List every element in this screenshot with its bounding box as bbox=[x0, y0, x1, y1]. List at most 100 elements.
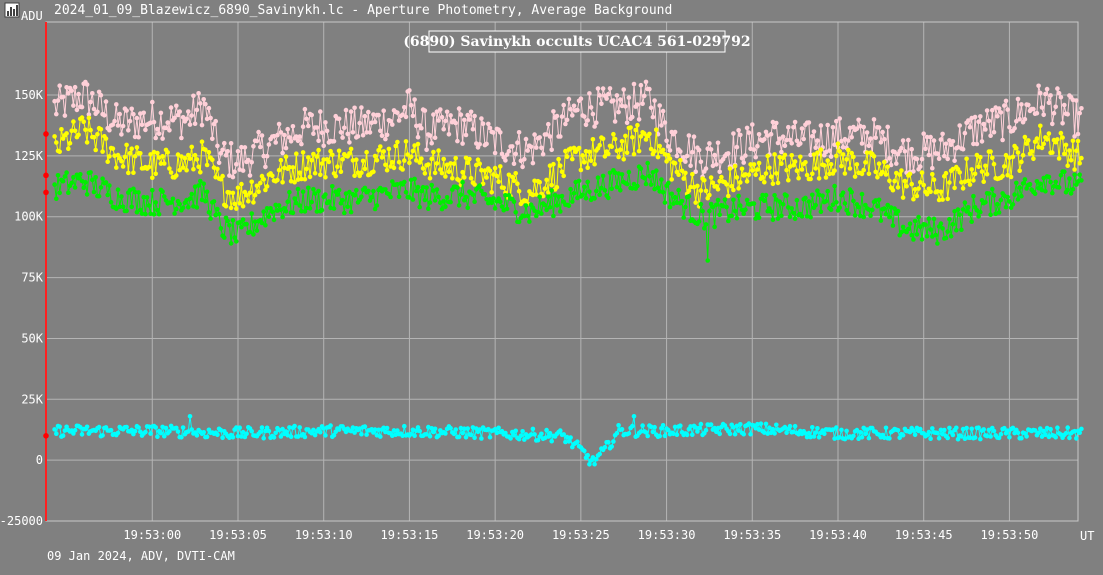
data-point bbox=[537, 194, 542, 200]
data-point bbox=[395, 110, 400, 115]
y-tick-label: -25000 bbox=[0, 514, 43, 528]
data-point bbox=[933, 232, 938, 238]
data-point bbox=[1070, 97, 1076, 103]
data-point bbox=[1017, 116, 1022, 122]
data-point bbox=[359, 170, 364, 176]
data-point bbox=[256, 189, 261, 195]
data-point bbox=[638, 134, 644, 139]
data-point bbox=[743, 207, 748, 212]
data-point bbox=[1053, 179, 1058, 185]
data-point bbox=[489, 190, 495, 195]
data-point bbox=[967, 211, 973, 217]
data-point bbox=[1005, 172, 1010, 178]
data-point bbox=[794, 197, 800, 203]
data-point bbox=[522, 156, 527, 162]
data-point bbox=[974, 141, 980, 147]
data-point bbox=[261, 177, 267, 182]
data-point bbox=[738, 203, 743, 208]
data-point bbox=[444, 109, 450, 115]
data-point bbox=[103, 136, 109, 141]
data-point bbox=[667, 204, 673, 210]
data-point bbox=[362, 166, 368, 172]
data-point bbox=[165, 150, 170, 155]
data-point bbox=[971, 193, 976, 199]
data-point bbox=[1022, 116, 1028, 122]
data-point bbox=[755, 212, 760, 217]
data-point bbox=[451, 431, 457, 437]
footer-info: 09 Jan 2024, ADV, DVTI-CAM bbox=[47, 549, 235, 563]
data-point bbox=[760, 192, 765, 198]
data-point bbox=[1022, 177, 1028, 182]
data-point bbox=[796, 175, 801, 181]
data-point bbox=[477, 427, 483, 432]
data-point bbox=[546, 194, 551, 199]
data-point bbox=[276, 203, 282, 208]
cursor-marker bbox=[43, 189, 49, 196]
data-point bbox=[148, 431, 153, 436]
cursor-marker bbox=[43, 172, 49, 179]
data-point bbox=[633, 127, 638, 133]
data-point bbox=[1079, 106, 1084, 111]
data-point bbox=[498, 164, 503, 169]
data-point bbox=[230, 435, 236, 440]
data-point bbox=[336, 187, 342, 193]
data-point bbox=[672, 160, 678, 166]
data-point bbox=[179, 135, 184, 141]
data-point bbox=[945, 435, 950, 441]
data-point bbox=[715, 197, 721, 203]
data-point bbox=[283, 145, 289, 151]
data-point bbox=[726, 151, 731, 156]
data-point bbox=[792, 159, 798, 164]
data-point bbox=[746, 172, 752, 177]
data-point bbox=[1041, 428, 1046, 434]
data-point bbox=[367, 130, 373, 135]
data-point bbox=[119, 158, 124, 164]
data-point bbox=[846, 211, 851, 216]
data-point bbox=[115, 123, 121, 128]
data-point bbox=[1043, 432, 1048, 438]
data-point bbox=[60, 178, 66, 184]
data-point bbox=[282, 132, 287, 138]
data-point bbox=[998, 197, 1004, 203]
data-point bbox=[158, 110, 164, 116]
data-point bbox=[90, 91, 95, 96]
data-point bbox=[534, 192, 539, 197]
data-point bbox=[732, 208, 738, 214]
data-point bbox=[924, 233, 930, 239]
data-point bbox=[487, 168, 493, 174]
data-point bbox=[302, 209, 308, 214]
data-point bbox=[772, 152, 777, 157]
data-point bbox=[132, 154, 138, 159]
data-point bbox=[246, 157, 251, 163]
data-point bbox=[134, 115, 140, 121]
data-point bbox=[465, 112, 471, 118]
data-point bbox=[936, 156, 942, 161]
data-point bbox=[1055, 86, 1060, 91]
data-point bbox=[1026, 138, 1031, 143]
data-point bbox=[251, 144, 256, 149]
data-point bbox=[79, 432, 85, 437]
data-point bbox=[882, 136, 887, 142]
data-point bbox=[381, 149, 387, 154]
data-point bbox=[739, 156, 745, 161]
data-point bbox=[878, 140, 884, 145]
data-point bbox=[463, 435, 469, 440]
data-point bbox=[417, 160, 423, 165]
data-point bbox=[126, 128, 131, 133]
data-point bbox=[156, 131, 162, 136]
data-point bbox=[498, 130, 503, 135]
data-point bbox=[254, 138, 260, 144]
data-point bbox=[516, 219, 522, 225]
data-point bbox=[866, 171, 872, 177]
data-point bbox=[335, 164, 340, 169]
y-tick-label: 0 bbox=[36, 453, 43, 467]
data-point bbox=[419, 188, 424, 194]
data-point bbox=[352, 430, 357, 435]
data-point bbox=[635, 102, 640, 107]
data-point bbox=[295, 186, 301, 192]
data-point bbox=[371, 112, 376, 117]
data-point bbox=[1075, 138, 1081, 144]
data-point bbox=[132, 134, 138, 140]
data-point bbox=[129, 204, 134, 210]
data-point bbox=[684, 153, 690, 159]
